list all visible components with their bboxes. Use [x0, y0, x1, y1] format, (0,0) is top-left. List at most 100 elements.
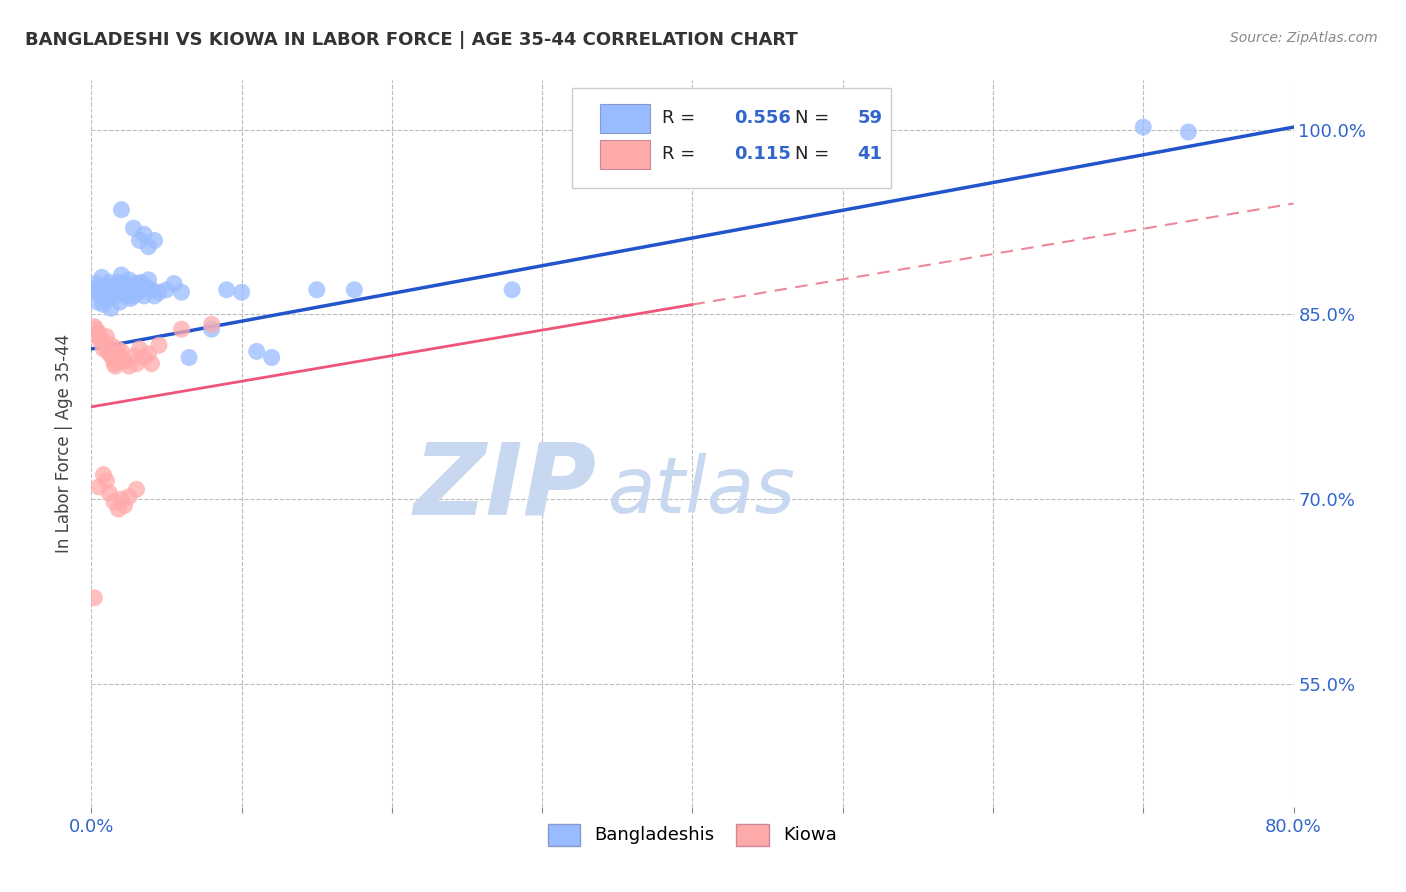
Point: [83, 283, 105, 297]
Text: N =: N =: [794, 109, 835, 127]
Point: [128, 342, 150, 356]
Point: [103, 494, 125, 508]
Point: [84, 277, 107, 291]
Point: [110, 344, 132, 359]
Point: [89, 289, 111, 303]
Point: [246, 344, 269, 359]
Text: ZIP: ZIP: [413, 439, 596, 536]
Point: [104, 359, 127, 373]
Point: [125, 357, 148, 371]
Point: [125, 483, 148, 497]
Point: [86, 295, 108, 310]
Point: [118, 273, 141, 287]
Point: [96, 279, 118, 293]
Point: [128, 234, 150, 248]
Point: [111, 283, 134, 297]
Point: [132, 289, 155, 303]
Point: [138, 347, 160, 361]
Point: [122, 221, 145, 235]
Text: 59: 59: [858, 109, 882, 127]
Point: [89, 334, 111, 349]
Point: [143, 289, 166, 303]
Point: [1177, 125, 1199, 139]
Point: [177, 351, 200, 365]
Point: [118, 490, 141, 504]
Point: [1132, 120, 1154, 134]
Point: [231, 285, 253, 300]
Point: [141, 283, 163, 297]
Point: [134, 280, 156, 294]
Point: [122, 349, 145, 363]
Point: [83, 319, 105, 334]
Point: [132, 351, 155, 365]
Point: [84, 322, 107, 336]
Point: [125, 277, 148, 291]
Point: [93, 297, 115, 311]
Point: [107, 502, 129, 516]
Point: [90, 270, 112, 285]
Point: [128, 280, 150, 294]
Point: [110, 202, 132, 217]
Point: [260, 351, 283, 365]
Point: [127, 285, 149, 300]
Point: [98, 347, 121, 361]
Point: [108, 354, 131, 368]
Point: [98, 276, 121, 290]
Point: [107, 276, 129, 290]
Point: [94, 285, 117, 300]
Text: 0.115: 0.115: [734, 145, 792, 163]
Point: [170, 285, 193, 300]
Point: [114, 277, 136, 291]
Point: [96, 474, 118, 488]
Point: [107, 347, 129, 361]
Point: [120, 292, 142, 306]
FancyBboxPatch shape: [572, 87, 891, 188]
Text: Source: ZipAtlas.com: Source: ZipAtlas.com: [1230, 31, 1378, 45]
Point: [343, 283, 366, 297]
Point: [305, 283, 328, 297]
Point: [87, 326, 110, 340]
Text: 0.556: 0.556: [734, 109, 792, 127]
Point: [141, 357, 163, 371]
Y-axis label: In Labor Force | Age 35-44: In Labor Force | Age 35-44: [55, 334, 73, 553]
Point: [100, 301, 122, 316]
Point: [501, 283, 523, 297]
Point: [104, 289, 127, 303]
Point: [108, 295, 131, 310]
Point: [138, 239, 160, 253]
Point: [96, 329, 118, 343]
Point: [94, 337, 117, 351]
FancyBboxPatch shape: [600, 140, 651, 169]
Point: [100, 338, 122, 352]
Point: [87, 480, 110, 494]
Point: [215, 283, 238, 297]
Point: [138, 273, 160, 287]
Point: [118, 359, 141, 373]
Point: [105, 342, 128, 356]
Text: 41: 41: [858, 145, 882, 163]
Point: [90, 332, 112, 346]
Legend: Bangladeshis, Kiowa: Bangladeshis, Kiowa: [540, 816, 845, 853]
Point: [201, 322, 224, 336]
Point: [148, 285, 170, 300]
Point: [114, 354, 136, 368]
Point: [122, 289, 145, 303]
Point: [132, 227, 155, 242]
Point: [131, 283, 153, 297]
Text: R =: R =: [662, 145, 702, 163]
Point: [110, 492, 132, 507]
Point: [101, 285, 124, 300]
Point: [129, 276, 152, 290]
Point: [86, 329, 108, 343]
Point: [98, 486, 121, 500]
Point: [93, 342, 115, 356]
Point: [124, 283, 146, 297]
Point: [114, 499, 136, 513]
Point: [105, 283, 128, 297]
Point: [97, 293, 120, 307]
Point: [163, 277, 186, 291]
Text: BANGLADESHI VS KIOWA IN LABOR FORCE | AGE 35-44 CORRELATION CHART: BANGLADESHI VS KIOWA IN LABOR FORCE | AG…: [25, 31, 799, 49]
Text: N =: N =: [794, 145, 835, 163]
Point: [103, 357, 125, 371]
Point: [201, 318, 224, 332]
